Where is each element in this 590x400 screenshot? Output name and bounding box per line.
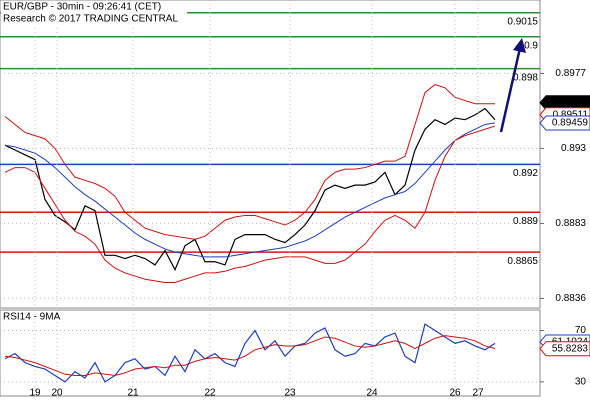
rsi-panel [0,309,541,397]
rsi-title: RSI14 - 9MA [3,312,61,323]
price-tag-label: 0.89459 [552,118,589,129]
price-tag-bg [539,341,590,357]
x-tick-label: 20 [51,388,63,399]
x-tick-label: 26 [449,388,461,399]
price-tag-label: 0.89511 [553,109,589,120]
y-tick-label: 70 [575,325,587,336]
x-tick-label: 24 [366,388,378,399]
level-label: 0.9015 [507,16,538,27]
level-label: 0.892 [513,168,538,179]
x-tick-label: 21 [127,388,139,399]
forecast-arrowhead [513,38,526,53]
level-label: 0.9 [524,40,538,51]
y-tick-label: 0.8883 [555,218,586,229]
level-label: 0.8865 [507,256,538,267]
y-tick-label: 30 [575,377,587,388]
x-tick-label: 22 [204,388,216,399]
x-tick-label: 27 [472,388,484,399]
x-tick-label: 19 [29,388,41,399]
y-tick-label: 0.8977 [555,68,586,79]
chart-subtitle: Research © 2017 TRADING CENTRAL [3,14,178,25]
y-tick-label: 0.8836 [555,293,586,304]
price-tag-label: 55.8283 [552,343,589,354]
title-bg [1,1,187,27]
y-tick-label: 0.893 [561,143,586,154]
series-line [4,84,495,240]
forecast-arrow [499,47,522,133]
price-panel [0,0,541,309]
chart-title: EUR/GBP - 30min - 09:26:41 (CET) [3,2,161,13]
series-line [4,122,496,258]
level-label: 0.889 [513,216,538,227]
x-tick-label: 23 [284,388,296,399]
series-line [4,107,496,272]
series-line [4,335,496,376]
level-label: 0.898 [513,72,538,83]
price-tag-label: 0.89586 [552,97,589,108]
series-line [4,125,496,283]
price-tag-bg [539,115,590,131]
